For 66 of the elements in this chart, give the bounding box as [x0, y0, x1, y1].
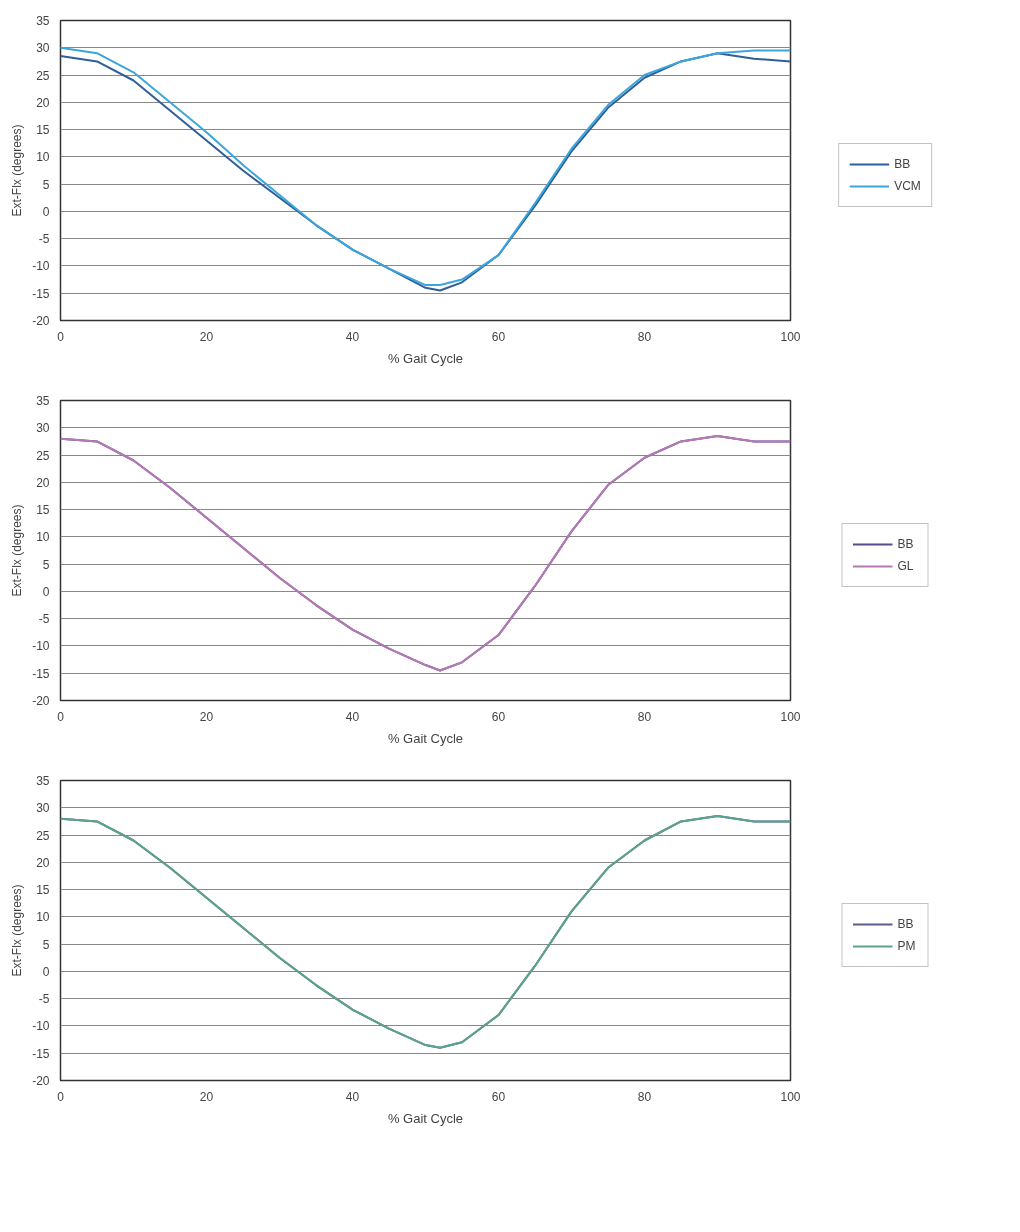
x-tick-label: 40 — [345, 329, 360, 344]
y-tick-label: -10 — [32, 259, 50, 274]
x-axis-title: % Gait Cycle — [387, 730, 464, 746]
y-tick-label: -15 — [32, 286, 50, 301]
x-tick-label: 80 — [637, 329, 652, 344]
x-tick-label: 100 — [780, 709, 801, 724]
y-tick-label: -5 — [38, 992, 50, 1007]
x-tick-label: 40 — [345, 1089, 360, 1104]
x-tick-label: 60 — [491, 1089, 506, 1104]
x-tick-label: 0 — [57, 709, 65, 724]
y-tick-label: 30 — [36, 421, 50, 436]
y-tick-label: 25 — [36, 828, 50, 843]
y-tick-label: 10 — [36, 530, 50, 545]
x-axis-title: % Gait Cycle — [387, 1110, 464, 1126]
y-tick-label: 10 — [36, 910, 50, 925]
y-tick-label: 15 — [36, 503, 50, 518]
legend-label: BB — [894, 157, 912, 171]
y-tick-label: 20 — [36, 475, 50, 490]
y-tick-label: 20 — [36, 855, 50, 870]
y-tick-label: -20 — [32, 694, 50, 708]
y-tick-label: 35 — [36, 774, 50, 788]
y-tick-label: -20 — [32, 314, 50, 328]
y-tick-label: 5 — [42, 177, 50, 192]
x-tick-label: 60 — [491, 709, 506, 724]
y-tick-label: 0 — [42, 584, 50, 599]
y-tick-label: 30 — [36, 801, 50, 816]
y-tick-label: 25 — [36, 68, 50, 83]
x-tick-label: 80 — [637, 709, 652, 724]
legend-label: BB — [897, 917, 915, 931]
x-tick-label: 80 — [637, 1089, 652, 1104]
y-tick-label: -20 — [32, 1074, 50, 1088]
y-tick-label: -15 — [32, 1046, 50, 1061]
y-tick-label: -15 — [32, 666, 50, 681]
x-tick-label: 40 — [345, 709, 360, 724]
y-tick-label: 15 — [36, 123, 50, 138]
y-tick-label: 35 — [36, 394, 50, 408]
y-tick-label: -5 — [38, 612, 50, 627]
y-tick-label: -5 — [38, 232, 50, 247]
x-tick-label: 20 — [199, 1089, 214, 1104]
x-tick-label: 100 — [780, 329, 801, 344]
y-tick-label: 5 — [42, 937, 50, 952]
x-tick-label: 0 — [57, 329, 65, 344]
y-tick-label: 20 — [36, 95, 50, 110]
y-tick-label: 0 — [42, 204, 50, 219]
x-tick-label: 0 — [57, 1089, 65, 1104]
legend-label: GL — [897, 559, 915, 573]
y-tick-label: 5 — [42, 557, 50, 572]
y-axis-title: Ext-Flx (degrees) — [10, 504, 25, 597]
legend-label: VCM — [894, 179, 921, 193]
y-tick-label: -10 — [32, 639, 50, 654]
y-tick-label: 15 — [36, 883, 50, 898]
x-tick-label: 100 — [780, 1089, 801, 1104]
y-tick-label: 30 — [36, 41, 50, 56]
y-tick-label: -10 — [32, 1019, 50, 1034]
x-tick-label: 20 — [199, 709, 214, 724]
legend-label: BB — [897, 537, 915, 551]
y-tick-label: 0 — [42, 964, 50, 979]
y-axis-title: Ext-Flx (degrees) — [10, 124, 25, 217]
legend-label: PM — [897, 939, 917, 953]
y-tick-label: 35 — [36, 14, 50, 28]
x-tick-label: 60 — [491, 329, 506, 344]
x-axis-title: % Gait Cycle — [387, 350, 464, 366]
x-tick-label: 20 — [199, 329, 214, 344]
y-tick-label: 25 — [36, 448, 50, 463]
y-axis-title: Ext-Flx (degrees) — [10, 884, 25, 977]
y-tick-label: 10 — [36, 150, 50, 165]
